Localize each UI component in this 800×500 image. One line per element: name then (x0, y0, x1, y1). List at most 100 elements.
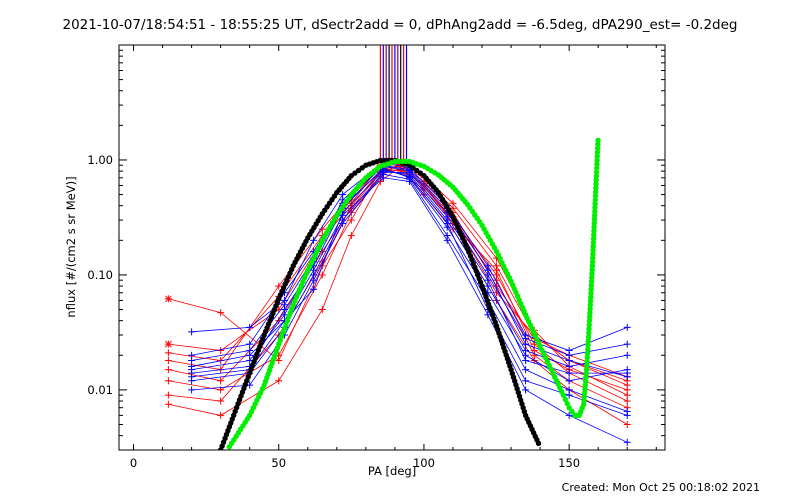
data-point (565, 362, 573, 370)
fit-dot (593, 181, 599, 187)
data-point (164, 366, 172, 374)
data-point (310, 285, 318, 293)
fit-dot (591, 216, 598, 222)
fit-dot (594, 165, 600, 171)
fit-dot (593, 177, 599, 183)
data-point (310, 236, 318, 244)
data-point (623, 420, 631, 428)
chart-title: 2021-10-07/18:54:51 - 18:55:25 UT, dSect… (62, 17, 738, 33)
data-point (376, 177, 384, 185)
fit-dot (593, 185, 599, 191)
red-series-line (168, 167, 628, 409)
data-point (164, 391, 172, 399)
data-point (493, 289, 501, 297)
data-point (522, 357, 530, 365)
data-point (379, 174, 387, 182)
fit-dot (591, 232, 597, 238)
fit-dot (564, 400, 570, 407)
fit-dot (584, 358, 590, 365)
data-point (565, 377, 573, 385)
data-point (493, 266, 501, 274)
fit-dot (586, 314, 593, 320)
green-fit-curve (226, 137, 601, 450)
blue-series-line (191, 170, 628, 367)
fit-dot (594, 149, 601, 156)
fit-dot (587, 298, 594, 304)
fit-dot (589, 267, 595, 273)
x-tick-label: 50 (271, 456, 286, 470)
blue-series-line (191, 177, 628, 443)
data-point (310, 266, 318, 274)
created-timestamp: Created: Mon Oct 25 00:18:02 2021 (561, 481, 760, 494)
fit-dot (593, 169, 600, 175)
black-fit-curve (217, 157, 542, 450)
data-series (164, 45, 631, 450)
fit-dot (587, 302, 594, 308)
fit-dot (594, 157, 600, 163)
data-point (565, 369, 573, 377)
fit-dot (587, 306, 593, 312)
fit-dot (535, 440, 542, 446)
data-point (217, 411, 225, 419)
data-point (246, 347, 254, 355)
blue-series-line (191, 169, 628, 416)
data-point (188, 328, 196, 336)
data-point (565, 411, 573, 419)
data-point (164, 377, 172, 385)
data-point (484, 266, 492, 274)
fit-dot (594, 153, 600, 159)
data-point (339, 211, 347, 219)
fit-dot (588, 278, 595, 285)
data-point (164, 400, 172, 408)
fit-dot (591, 220, 597, 226)
data-point (565, 391, 573, 399)
x-tick-label: 0 (130, 456, 137, 470)
blue-series-line (191, 171, 628, 382)
fit-dot (586, 326, 592, 332)
red-series-line (168, 164, 628, 402)
x-tick-label: 100 (413, 456, 435, 470)
fit-dot (588, 286, 594, 293)
blue-series-line (191, 165, 628, 356)
fit-dot (592, 204, 598, 211)
fit-dot (588, 290, 594, 296)
fit-dot (585, 334, 592, 340)
fit-dot (592, 193, 599, 199)
data-point (522, 366, 530, 374)
data-point (530, 347, 538, 355)
data-point (217, 377, 225, 385)
data-point (310, 276, 318, 284)
data-point (347, 232, 355, 240)
fit-dot (590, 235, 597, 242)
fit-dot (586, 322, 592, 328)
data-point (347, 216, 355, 224)
data-point (318, 306, 326, 314)
fit-dot (584, 350, 591, 357)
fit-dot (595, 137, 601, 144)
data-point (275, 377, 283, 385)
fit-dot (592, 197, 598, 203)
data-point (339, 220, 347, 228)
data-point (188, 373, 196, 381)
data-point (623, 397, 631, 405)
data-point (164, 349, 172, 357)
fit-dot (569, 408, 575, 415)
data-point (522, 340, 530, 348)
data-point (281, 311, 289, 319)
fit-dot (592, 208, 598, 215)
fit-dot (583, 366, 590, 373)
fit-dot (594, 161, 600, 167)
axes: 0 50 100 150 0.01 0.10 1.00 (87, 45, 665, 470)
fit-dot (589, 259, 596, 265)
fit-dot (584, 362, 590, 369)
fit-dot (589, 274, 595, 281)
fit-dot (586, 330, 592, 336)
data-point (484, 276, 492, 284)
data-point (246, 340, 254, 348)
fit-dot (595, 141, 601, 148)
fit-dot (591, 228, 597, 234)
data-point (565, 357, 573, 365)
fit-dot (588, 294, 594, 300)
data-point (443, 236, 451, 244)
